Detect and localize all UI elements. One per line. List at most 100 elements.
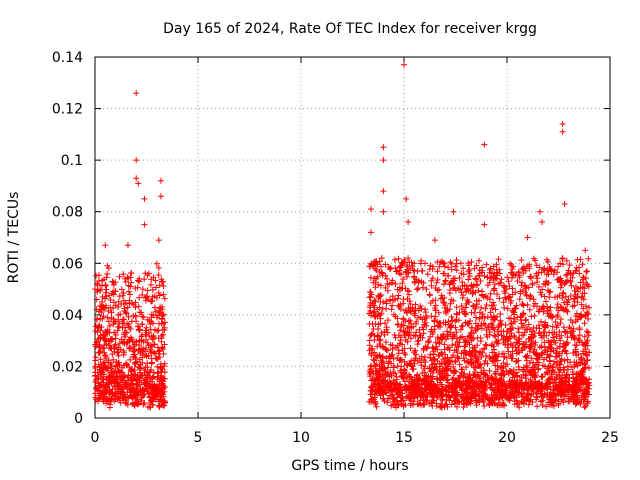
data-point: [444, 272, 451, 279]
data-point: [152, 277, 159, 284]
data-point: [429, 331, 436, 338]
data-point: [148, 398, 155, 405]
data-point: [158, 338, 165, 345]
data-point: [572, 267, 579, 274]
data-point: [383, 324, 390, 331]
data-point: [414, 314, 421, 321]
data-point: [95, 349, 102, 356]
data-point: [428, 277, 435, 284]
data-point: [474, 281, 481, 288]
data-point: [161, 319, 168, 326]
data-point: [159, 345, 166, 352]
data-point: [516, 296, 523, 303]
data-point: [125, 282, 132, 289]
data-point: [136, 381, 143, 388]
data-point: [92, 394, 99, 401]
data-point: [501, 304, 508, 311]
data-point: [161, 362, 168, 369]
data-point: [158, 381, 165, 388]
data-point: [376, 352, 383, 359]
data-point: [483, 342, 490, 349]
data-point: [120, 301, 127, 308]
data-point: [156, 403, 163, 410]
data-point: [155, 398, 162, 405]
data-point: [101, 276, 107, 283]
data-point: [144, 339, 151, 346]
data-point: [156, 292, 163, 299]
data-point: [541, 339, 548, 346]
data-point: [148, 397, 155, 404]
data-point: [106, 292, 113, 299]
data-point: [109, 278, 116, 285]
data-point: [438, 292, 445, 299]
data-point: [94, 281, 101, 288]
data-point: [135, 277, 142, 284]
data-point: [146, 369, 153, 376]
y-tick-label: 0.1: [61, 153, 83, 169]
data-point: [95, 380, 102, 387]
data-point: [434, 276, 441, 283]
data-point: [144, 287, 151, 294]
data-point: [555, 402, 562, 409]
data-point: [427, 262, 434, 269]
data-point: [115, 298, 122, 305]
data-point: [159, 303, 166, 310]
data-point: [417, 303, 424, 310]
data-point: [153, 284, 160, 291]
data-point: [560, 289, 567, 296]
data-point: [462, 304, 469, 311]
data-point: [114, 348, 121, 355]
data-point: [144, 378, 151, 385]
data-point: [504, 305, 511, 312]
data-point: [441, 263, 448, 270]
data-point: [115, 386, 122, 393]
data-point: [121, 307, 128, 314]
data-point: [134, 388, 141, 395]
data-point: [120, 271, 127, 278]
data-point: [120, 349, 127, 356]
data-point: [149, 297, 156, 304]
data-point: [106, 389, 113, 396]
data-point: [508, 275, 515, 282]
data-point: [493, 261, 500, 268]
data-point: [390, 355, 397, 362]
data-point: [392, 334, 399, 341]
data-point: [111, 329, 118, 336]
data-point: [155, 271, 162, 278]
data-point: [504, 274, 511, 281]
y-axis-label: ROTI / TECUs: [6, 192, 22, 284]
data-point: [131, 343, 138, 350]
data-point: [105, 381, 112, 388]
data-point: [432, 297, 439, 304]
data-point: [530, 359, 537, 366]
data-point: [127, 291, 134, 298]
data-point: [100, 360, 107, 367]
data-point: [155, 264, 162, 271]
data-point: [576, 332, 583, 339]
data-point: [130, 375, 137, 382]
x-tick-label: 15: [395, 430, 413, 446]
data-point: [384, 399, 391, 406]
data-point: [445, 264, 452, 271]
data-point: [134, 401, 141, 408]
data-point: [93, 316, 100, 323]
data-point: [92, 354, 99, 361]
data-point: [92, 327, 99, 334]
data-point: [102, 335, 109, 342]
data-point: [114, 363, 121, 370]
data-point: [152, 391, 159, 398]
data-point: [434, 357, 441, 364]
data-point: [111, 319, 118, 326]
data-point: [148, 389, 155, 396]
data-point: [99, 389, 106, 396]
data-point: [418, 305, 425, 312]
data-point: [107, 377, 114, 384]
data-point: [107, 297, 114, 304]
data-point: [98, 379, 105, 386]
data-point: [128, 270, 135, 277]
data-point: [370, 356, 377, 363]
x-axis-label: GPS time / hours: [291, 458, 408, 474]
data-point: [102, 295, 109, 302]
data-point: [157, 365, 164, 372]
